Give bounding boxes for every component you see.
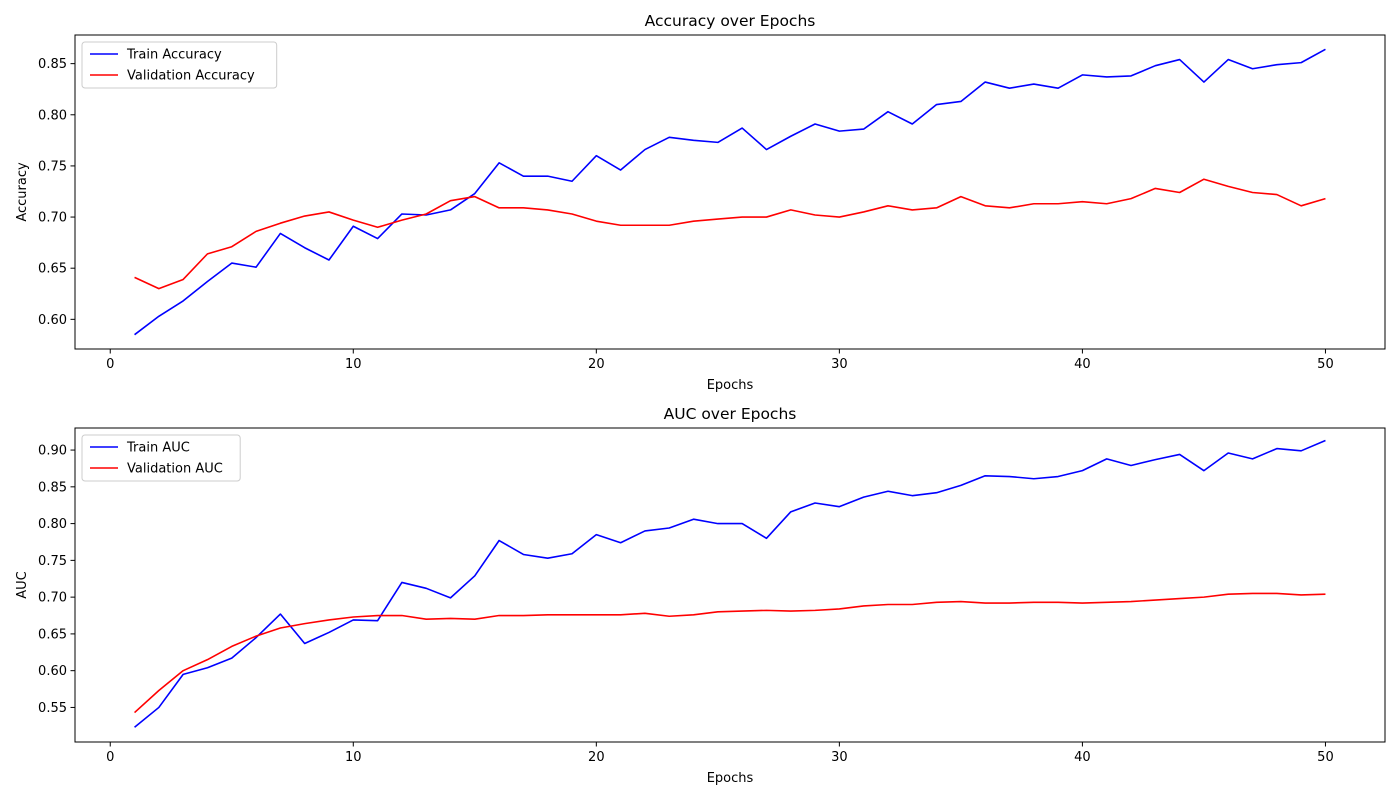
x-tick-label: 10 bbox=[345, 357, 362, 372]
auc-series-line-train bbox=[134, 439, 1326, 728]
y-tick-label: 0.80 bbox=[38, 517, 67, 532]
y-tick-label: 0.75 bbox=[38, 159, 67, 174]
y-tick-label: 0.65 bbox=[38, 627, 67, 642]
x-tick-label: 30 bbox=[831, 750, 848, 765]
x-tick-label: 50 bbox=[1317, 750, 1334, 765]
auc-series-line-validation bbox=[134, 592, 1326, 714]
y-tick-label: 0.65 bbox=[38, 262, 67, 277]
y-tick-label: 0.70 bbox=[38, 211, 67, 226]
auc-x-axis-label: Epochs bbox=[707, 771, 754, 786]
legend-entry-label: Train AUC bbox=[126, 441, 190, 456]
legend-entry-label: Train Accuracy bbox=[126, 48, 222, 63]
x-tick-label: 40 bbox=[1074, 750, 1091, 765]
y-tick-label: 0.80 bbox=[38, 108, 67, 123]
x-tick-label: 20 bbox=[588, 357, 605, 372]
auc-legend bbox=[81, 434, 241, 482]
legend-entry-label: Validation AUC bbox=[127, 462, 223, 477]
y-tick-label: 0.60 bbox=[38, 664, 67, 679]
y-tick-label: 0.75 bbox=[38, 554, 67, 569]
auc-chart-title: AUC over Epochs bbox=[664, 405, 797, 423]
y-tick-label: 0.85 bbox=[38, 57, 67, 72]
x-tick-label: 0 bbox=[106, 357, 114, 372]
auc-y-axis-label: AUC bbox=[15, 571, 30, 599]
accuracy-chart-title: Accuracy over Epochs bbox=[645, 12, 816, 30]
x-tick-label: 40 bbox=[1074, 357, 1091, 372]
accuracy-series-line-validation bbox=[134, 178, 1326, 290]
accuracy-y-axis-label: Accuracy bbox=[15, 162, 30, 222]
accuracy-subplot: Accuracy over Epochs 0 10 20 30 40 50 0.60 0.65 0… bbox=[15, 12, 1386, 393]
accuracy-legend bbox=[81, 41, 278, 89]
y-tick-label: 0.55 bbox=[38, 701, 67, 716]
accuracy-x-axis-label: Epochs bbox=[707, 378, 754, 393]
x-tick-label: 30 bbox=[831, 357, 848, 372]
y-tick-label: 0.85 bbox=[38, 480, 67, 495]
legend-entry-label: Validation Accuracy bbox=[127, 69, 255, 84]
x-tick-label: 10 bbox=[345, 750, 362, 765]
x-tick-label: 0 bbox=[106, 750, 114, 765]
y-tick-label: 0.90 bbox=[38, 444, 67, 459]
auc-subplot: AUC over Epochs 0 10 20 30 40 50 0.55 0.60 0.65 0.… bbox=[15, 405, 1386, 786]
auc-plot-frame bbox=[74, 427, 1386, 743]
y-tick-label: 0.60 bbox=[38, 313, 67, 328]
y-tick-label: 0.70 bbox=[38, 591, 67, 606]
x-tick-label: 50 bbox=[1317, 357, 1334, 372]
accuracy-plot-frame bbox=[74, 34, 1386, 350]
accuracy-series-line-train bbox=[134, 48, 1326, 336]
x-tick-label: 20 bbox=[588, 750, 605, 765]
